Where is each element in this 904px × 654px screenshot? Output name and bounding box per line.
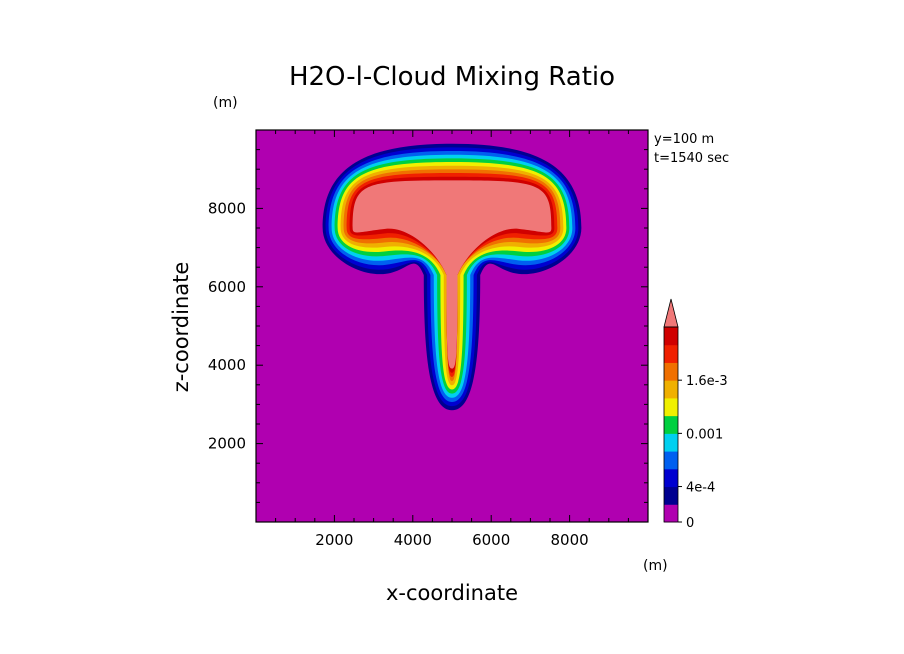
y-tick-label: 2000 (208, 435, 246, 453)
x-axis-label: x-coordinate (386, 581, 518, 605)
colorbar: 0 4e-4 0.001 1.6e-3 (663, 298, 728, 531)
colorbar-swatch (664, 397, 678, 417)
colorbar-swatch (664, 504, 678, 523)
annotation-y-position: y=100 m (654, 132, 714, 147)
contour-band (352, 180, 552, 369)
y-tick-label: 6000 (208, 278, 246, 296)
y-tick-label: 8000 (208, 199, 246, 217)
y-tick-label: 4000 (208, 356, 246, 374)
colorbar-tick-label: 4e-4 (686, 481, 715, 496)
colorbar-tick-label: 0.001 (686, 427, 723, 442)
annotation-time: t=1540 sec (654, 151, 729, 166)
x-tick-label: 4000 (394, 531, 432, 549)
colorbar-tick-label: 1.6e-3 (686, 374, 728, 389)
x-tick-labels: 2000 4000 6000 8000 (315, 531, 588, 549)
colorbar-swatch (664, 433, 678, 452)
cloud-contours (322, 143, 582, 411)
x-tick-label: 8000 (551, 531, 589, 549)
colorbar-swatch (664, 415, 678, 434)
x-tick-label: 6000 (472, 531, 510, 549)
colorbar-swatch (664, 362, 678, 381)
colorbar-extend-arrow (663, 298, 679, 328)
axis-ticks (256, 130, 648, 522)
colorbar-swatch (664, 451, 678, 470)
colorbar-tick-label: 0 (686, 516, 694, 531)
colorbar-swatch (664, 344, 678, 363)
y-unit-label: (m) (213, 95, 238, 111)
colorbar-swatch (664, 380, 678, 399)
plot-area (255, 129, 649, 523)
colorbar-swatch (664, 486, 678, 505)
x-tick-label: 2000 (315, 531, 353, 549)
y-axis-label: z-coordinate (169, 262, 193, 393)
x-unit-label: (m) (643, 558, 668, 574)
colorbar-swatch (664, 327, 678, 346)
y-tick-labels: 2000 4000 6000 8000 (208, 199, 246, 452)
chart-title: H2O-l-Cloud Mixing Ratio (289, 62, 615, 92)
colorbar-swatch (664, 468, 678, 488)
colorbar-frame (663, 326, 679, 523)
